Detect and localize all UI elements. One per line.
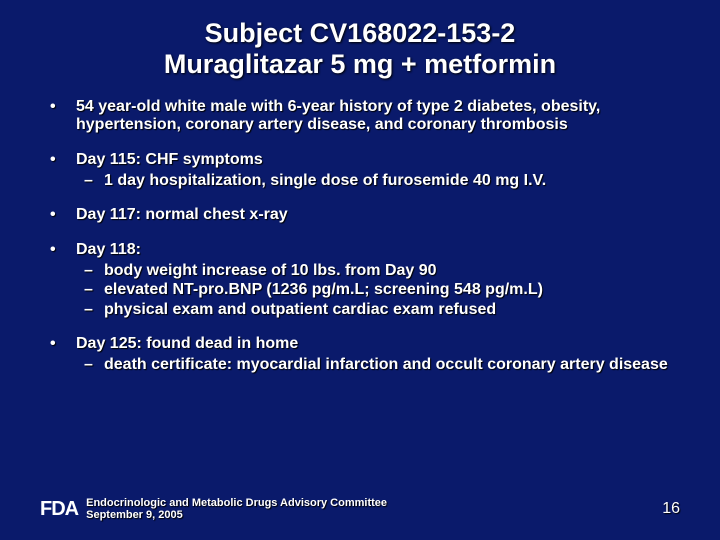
bullet-text: Day 118:: [76, 241, 141, 258]
bullet-item: Day 125: found dead in home death certif…: [40, 335, 680, 375]
sub-bullet-list: body weight increase of 10 lbs. from Day…: [76, 261, 680, 319]
sub-bullet-list: death certificate: myocardial infarction…: [76, 355, 680, 374]
sub-bullet-text: elevated NT-pro.BNP (1236 pg/m.L; screen…: [104, 281, 543, 298]
sub-bullet-item: death certificate: myocardial infarction…: [76, 355, 680, 374]
footer-committee: Endocrinologic and Metabolic Drugs Advis…: [86, 497, 387, 509]
title-line-2: Muraglitazar 5 mg + metformin: [164, 49, 556, 79]
sub-bullet-text: death certificate: myocardial infarction…: [104, 356, 668, 373]
footer-date: September 9, 2005: [86, 509, 183, 521]
sub-bullet-text: body weight increase of 10 lbs. from Day…: [104, 262, 437, 279]
bullet-item: Day 118: body weight increase of 10 lbs.…: [40, 241, 680, 319]
sub-bullet-list: 1 day hospitalization, single dose of fu…: [76, 171, 680, 190]
sub-bullet-text: physical exam and outpatient cardiac exa…: [104, 301, 496, 318]
footer-text: Endocrinologic and Metabolic Drugs Advis…: [86, 497, 387, 522]
page-number: 16: [662, 500, 680, 518]
sub-bullet-item: body weight increase of 10 lbs. from Day…: [76, 261, 680, 280]
bullet-item: Day 117: normal chest x-ray: [40, 206, 680, 224]
bullet-item: 54 year-old white male with 6-year histo…: [40, 98, 680, 135]
sub-bullet-item: elevated NT-pro.BNP (1236 pg/m.L; screen…: [76, 280, 680, 299]
slide-title: Subject CV168022-153-2 Muraglitazar 5 mg…: [40, 18, 680, 80]
sub-bullet-item: physical exam and outpatient cardiac exa…: [76, 300, 680, 319]
bullet-text: 54 year-old white male with 6-year histo…: [76, 98, 600, 133]
sub-bullet-text: 1 day hospitalization, single dose of fu…: [104, 172, 546, 189]
sub-bullet-item: 1 day hospitalization, single dose of fu…: [76, 171, 680, 190]
bullet-list: 54 year-old white male with 6-year histo…: [40, 98, 680, 374]
bullet-text: Day 125: found dead in home: [76, 335, 298, 352]
fda-logo: FDA: [40, 501, 78, 517]
slide-footer: FDA Endocrinologic and Metabolic Drugs A…: [40, 497, 680, 522]
title-line-1: Subject CV168022-153-2: [205, 18, 516, 48]
bullet-text: Day 115: CHF symptoms: [76, 151, 263, 168]
bullet-text: Day 117: normal chest x-ray: [76, 206, 288, 223]
bullet-item: Day 115: CHF symptoms 1 day hospitalizat…: [40, 151, 680, 191]
footer-left: FDA Endocrinologic and Metabolic Drugs A…: [40, 497, 387, 522]
slide: Subject CV168022-153-2 Muraglitazar 5 mg…: [0, 0, 720, 540]
